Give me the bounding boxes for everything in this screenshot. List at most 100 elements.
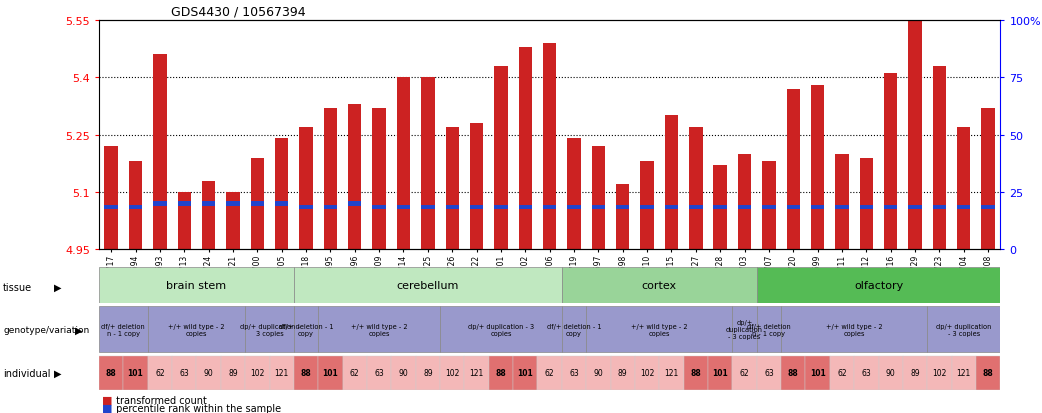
- Text: transformed count: transformed count: [113, 395, 206, 405]
- Bar: [562, 356, 587, 389]
- Bar: [202, 181, 216, 250]
- Text: ▶: ▶: [54, 282, 61, 292]
- Bar: [177, 192, 191, 250]
- Bar: [294, 306, 318, 352]
- Bar: [587, 356, 611, 389]
- Text: 102: 102: [933, 368, 946, 377]
- Text: 63: 63: [569, 368, 579, 377]
- Bar: [567, 139, 580, 250]
- Bar: [616, 185, 629, 250]
- Text: 63: 63: [374, 368, 384, 377]
- Text: 101: 101: [518, 368, 534, 377]
- Text: df/+ deletion
n - 1 copy: df/+ deletion n - 1 copy: [101, 323, 145, 336]
- Bar: [927, 306, 1000, 352]
- Bar: [519, 206, 532, 210]
- Bar: [543, 43, 556, 250]
- Text: 63: 63: [179, 368, 190, 377]
- Bar: [878, 356, 902, 389]
- Text: 90: 90: [399, 368, 408, 377]
- Bar: [689, 128, 702, 250]
- Bar: [324, 109, 338, 250]
- Bar: [738, 206, 751, 210]
- Bar: [440, 306, 562, 352]
- Bar: [641, 162, 653, 250]
- Bar: [446, 206, 458, 210]
- Text: 88: 88: [496, 368, 506, 377]
- Bar: [251, 158, 264, 250]
- Text: 62: 62: [837, 368, 847, 377]
- Bar: [275, 139, 289, 250]
- Text: 101: 101: [128, 368, 144, 377]
- Bar: [494, 66, 507, 250]
- Bar: [982, 206, 995, 210]
- Bar: [933, 206, 946, 210]
- Bar: [99, 267, 294, 303]
- Text: 88: 88: [983, 368, 993, 377]
- Bar: [251, 202, 264, 206]
- Bar: [902, 356, 927, 389]
- Bar: [805, 356, 829, 389]
- Bar: [318, 306, 440, 352]
- Text: 62: 62: [740, 368, 749, 377]
- Text: 101: 101: [810, 368, 825, 377]
- Text: tissue: tissue: [3, 282, 32, 292]
- Text: 90: 90: [886, 368, 895, 377]
- Bar: [421, 78, 435, 250]
- Bar: [294, 267, 562, 303]
- Bar: [836, 206, 848, 210]
- Bar: [611, 356, 635, 389]
- Bar: [123, 356, 148, 389]
- Text: 101: 101: [713, 368, 728, 377]
- Bar: [465, 356, 489, 389]
- Bar: [519, 47, 532, 250]
- Text: 88: 88: [301, 368, 312, 377]
- Bar: [494, 206, 507, 210]
- Bar: [958, 206, 970, 210]
- Bar: [927, 356, 951, 389]
- Bar: [543, 206, 556, 210]
- Bar: [348, 104, 362, 250]
- Text: 121: 121: [665, 368, 678, 377]
- Bar: [299, 128, 313, 250]
- Bar: [270, 356, 294, 389]
- Bar: [762, 206, 775, 210]
- Bar: [275, 202, 289, 206]
- Bar: [397, 78, 411, 250]
- Bar: [909, 206, 922, 210]
- Text: percentile rank within the sample: percentile rank within the sample: [113, 403, 280, 413]
- Text: dp/+
duplication
- 3 copies: dp/+ duplication - 3 copies: [726, 319, 763, 339]
- Text: df/+ deletion - 1
copy: df/+ deletion - 1 copy: [279, 323, 333, 336]
- Bar: [836, 154, 848, 250]
- Bar: [782, 356, 805, 389]
- Bar: [756, 267, 1000, 303]
- Text: brain stem: brain stem: [167, 280, 226, 290]
- Bar: [951, 356, 976, 389]
- Bar: [202, 202, 216, 206]
- Bar: [982, 109, 995, 250]
- Text: 88: 88: [106, 368, 117, 377]
- Text: individual: individual: [3, 368, 51, 378]
- Bar: [756, 356, 782, 389]
- Bar: [446, 128, 458, 250]
- Text: df/+ deletion - 1
copy: df/+ deletion - 1 copy: [547, 323, 601, 336]
- Bar: [148, 356, 172, 389]
- Bar: [562, 267, 756, 303]
- Bar: [829, 356, 854, 389]
- Bar: [733, 306, 756, 352]
- Text: 102: 102: [250, 368, 265, 377]
- Bar: [587, 306, 733, 352]
- Text: 121: 121: [470, 368, 483, 377]
- Bar: [762, 162, 775, 250]
- Text: 89: 89: [618, 368, 627, 377]
- Text: 90: 90: [204, 368, 214, 377]
- Text: cortex: cortex: [642, 280, 677, 290]
- Bar: [689, 206, 702, 210]
- Text: 102: 102: [445, 368, 460, 377]
- Bar: [299, 206, 313, 210]
- Text: 89: 89: [228, 368, 238, 377]
- Text: ■: ■: [102, 395, 113, 405]
- Bar: [714, 206, 727, 210]
- Text: olfactory: olfactory: [853, 280, 903, 290]
- Text: +/+ wild type - 2
copies: +/+ wild type - 2 copies: [168, 323, 225, 336]
- Bar: [153, 55, 167, 250]
